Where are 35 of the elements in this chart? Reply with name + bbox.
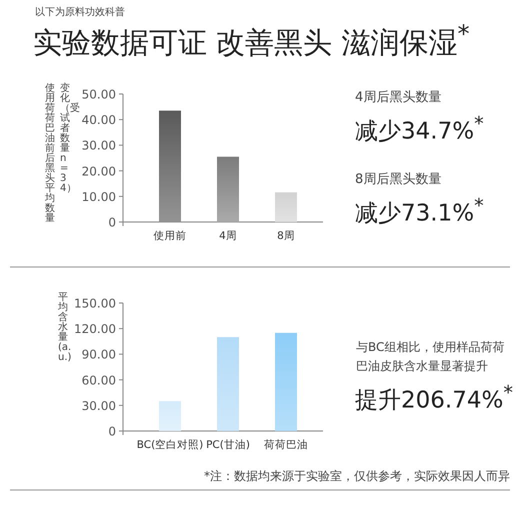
bar xyxy=(275,192,297,222)
x-tick-label: 8周 xyxy=(277,230,295,242)
bar xyxy=(217,156,239,222)
bar xyxy=(159,110,181,222)
y-tick-label: 10.00 xyxy=(82,190,116,204)
y-tick-label: 0 xyxy=(108,216,116,230)
text: 提升206.74%$^{*}$ xyxy=(355,381,513,416)
y-tick-label: 0 xyxy=(108,424,116,438)
y-tick-label: 60.00 xyxy=(82,373,116,388)
y-tick-label: 120.00 xyxy=(74,322,116,336)
y-tick-label: 50.00 xyxy=(82,88,116,102)
text: 4周后黑头数量 xyxy=(355,89,442,106)
bar xyxy=(275,332,297,431)
x-tick-label: BC(空白对照) xyxy=(136,439,204,451)
y-tick-label: 90.00 xyxy=(82,348,116,362)
bar xyxy=(159,401,181,431)
x-tick-label: 荷荷巴油 xyxy=(264,439,308,451)
chart-title: 实验数据可证 改善黑头 滋润保湿$^{*}$ xyxy=(33,20,470,62)
x-tick-label: PC(甘油) xyxy=(206,439,250,451)
y-tick-label: 30.00 xyxy=(82,138,116,153)
x-tick-label: 4周 xyxy=(219,230,237,242)
y-tick-label: 20.00 xyxy=(82,164,116,178)
bar xyxy=(217,337,239,431)
y-tick-label: 150.00 xyxy=(74,296,116,310)
text: 与BC组相比，使用样品荷荷巴油皮肤含水量显著提升 xyxy=(356,339,506,375)
y-axis-title: 平均含水量(a.u.) xyxy=(58,292,72,365)
y-tick-label: 40.00 xyxy=(82,113,116,128)
text: 减少73.1%$^{*}$ xyxy=(355,194,484,229)
x-tick-label: 使用前 xyxy=(154,230,186,242)
text: *注：数据均来源于实验室，仅供参考，实际效果因人而异 xyxy=(204,468,510,485)
text: 减少34.7%$^{*}$ xyxy=(355,112,484,147)
chart-subtitle: 以下为原料功效科普 xyxy=(35,6,125,19)
text: 8周后黑头数量 xyxy=(355,171,442,188)
text: 使用荷荷巴油前后黑头平均数量变化（受试者数量n=34） xyxy=(45,83,80,224)
y-tick-label: 30.00 xyxy=(82,398,116,413)
